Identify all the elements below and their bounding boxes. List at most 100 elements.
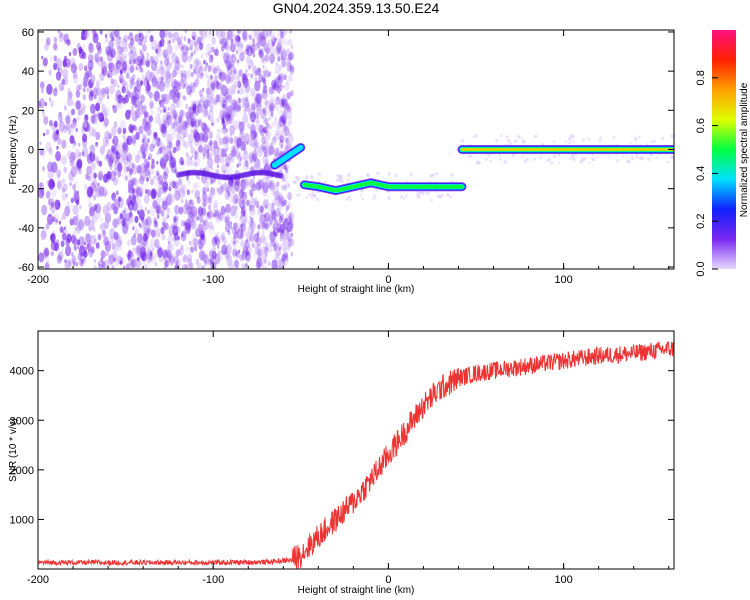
noise-speck	[233, 101, 239, 111]
noise-speck	[153, 175, 156, 180]
noise-speck	[251, 221, 257, 232]
noise-speck	[216, 164, 219, 169]
noise-speck	[66, 123, 71, 131]
noise-speck	[259, 186, 262, 191]
noise-speck	[87, 59, 94, 71]
halo-speck	[296, 193, 300, 197]
noise-speck	[247, 107, 253, 116]
noise-speck	[281, 60, 286, 67]
halo-speck	[666, 160, 670, 164]
halo-speck	[591, 157, 596, 162]
noise-speck	[141, 146, 148, 157]
noise-speck	[203, 124, 209, 134]
noise-speck	[85, 173, 89, 180]
noise-speck	[252, 150, 258, 160]
noise-speck	[78, 110, 81, 115]
noise-speck	[55, 151, 61, 162]
halo-speck	[305, 174, 308, 178]
noise-speck	[157, 191, 161, 198]
noise-speck	[160, 142, 165, 150]
noise-speck	[164, 259, 169, 268]
noise-speck	[88, 207, 94, 217]
noise-speck	[134, 215, 139, 224]
noise-speck	[283, 219, 289, 229]
noise-speck	[250, 88, 256, 97]
noise-speck	[266, 195, 269, 200]
noise-speck	[261, 88, 268, 100]
noise-speck	[197, 104, 203, 114]
noise-speck	[258, 215, 265, 226]
noise-speck	[254, 80, 261, 92]
noise-speck	[236, 228, 243, 240]
noise-speck	[46, 37, 51, 46]
noise-speck	[220, 234, 225, 243]
noise-speck	[231, 236, 237, 246]
noise-speck	[285, 230, 291, 239]
noise-speck	[256, 99, 260, 104]
noise-speck	[134, 182, 138, 187]
noise-speck	[166, 115, 173, 126]
halo-speck	[533, 134, 538, 139]
noise-speck	[259, 124, 264, 134]
noise-speck	[275, 252, 280, 260]
noise-speck	[236, 137, 242, 148]
noise-speck	[245, 263, 248, 268]
halo-speck	[607, 154, 611, 157]
noise-speck	[110, 145, 115, 153]
noise-speck	[48, 69, 52, 76]
halo-speck	[571, 153, 575, 157]
noise-speck	[43, 132, 46, 137]
noise-speck	[243, 226, 249, 236]
halo-speck	[324, 180, 327, 183]
noise-speck	[261, 222, 266, 229]
noise-speck	[249, 221, 253, 228]
noise-speck	[63, 55, 68, 62]
noise-speck	[166, 87, 169, 92]
noise-speck	[277, 181, 281, 187]
noise-speck	[270, 142, 273, 146]
noise-speck	[245, 96, 249, 102]
noise-speck	[267, 108, 273, 117]
noise-speck	[221, 118, 226, 126]
noise-speck	[278, 246, 281, 251]
noise-speck	[264, 129, 271, 141]
noise-speck	[246, 73, 249, 77]
noise-speck	[227, 230, 231, 235]
noise-speck	[202, 194, 207, 202]
noise-speck	[64, 259, 67, 263]
noise-speck	[232, 227, 237, 236]
noise-speck	[132, 177, 138, 186]
noise-speck	[171, 52, 176, 60]
noise-speck	[287, 133, 294, 144]
noise-speck	[204, 32, 208, 38]
noise-speck	[245, 231, 252, 242]
halo-speck	[520, 137, 523, 140]
noise-speck	[251, 153, 257, 162]
noise-speck	[272, 229, 276, 235]
noise-speck	[178, 115, 183, 123]
noise-speck	[194, 151, 198, 156]
noise-speck	[158, 246, 163, 254]
noise-speck	[235, 70, 238, 75]
noise-speck	[128, 210, 133, 218]
noise-speck	[149, 56, 154, 64]
noise-speck	[143, 153, 147, 158]
noise-speck	[240, 178, 246, 187]
noise-speck	[129, 191, 134, 200]
noise-speck	[256, 237, 262, 247]
noise-speck	[162, 49, 168, 58]
noise-speck	[271, 120, 276, 128]
noise-speck	[145, 35, 148, 39]
noise-speck	[104, 86, 110, 95]
noise-speck	[200, 146, 204, 153]
noise-speck	[98, 174, 103, 182]
noise-speck	[113, 244, 119, 253]
noise-speck	[199, 94, 205, 103]
noise-speck	[256, 246, 259, 251]
halo-speck	[572, 156, 576, 160]
noise-speck	[136, 84, 141, 92]
noise-speck	[269, 30, 273, 35]
noise-speck	[162, 93, 165, 98]
noise-speck	[105, 190, 109, 195]
noise-speck	[118, 74, 124, 84]
